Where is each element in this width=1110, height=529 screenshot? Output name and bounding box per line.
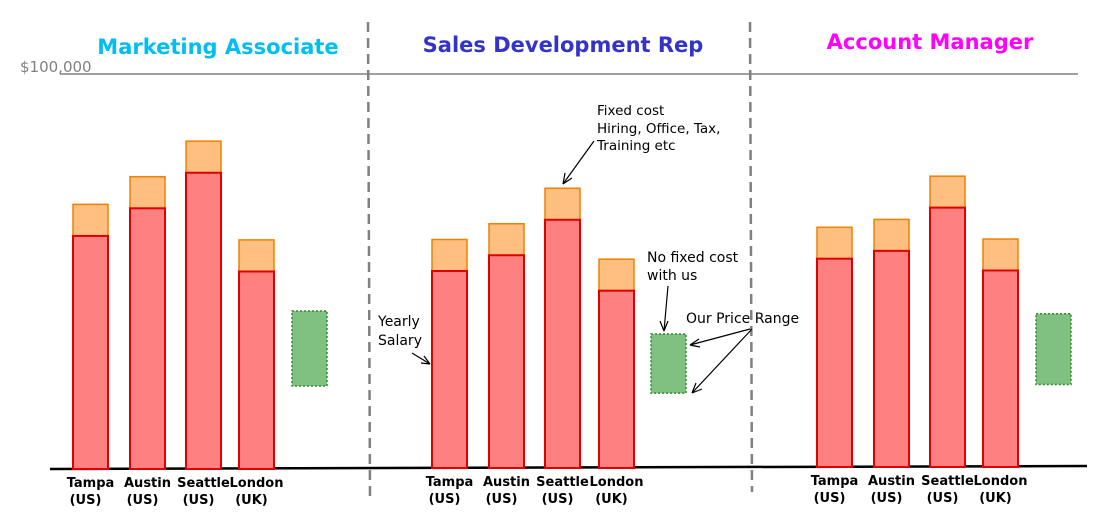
bar-salary-austin — [488, 254, 525, 469]
bar-salary-london — [598, 289, 635, 470]
bars-layer: Tampa (US) Austin (US) Seattle (US) London (UK)… — [67, 140, 1072, 508]
category-country-seattle: (US) — [927, 491, 959, 506]
category-label-seattle: Seattle — [921, 474, 974, 489]
price-range-box — [291, 310, 328, 387]
annotation-no-fixed-cost-line-1: No fixed cost — [647, 250, 739, 266]
category-label-tampa: Tampa — [67, 476, 115, 491]
bar-salary-seattle — [929, 206, 966, 468]
panel-divider — [748, 21, 754, 493]
bar-salary-seattle — [544, 218, 581, 469]
annotation-yearly-salary-line-1: Yearly — [377, 314, 420, 330]
annotation-arrow — [411, 352, 431, 365]
arrow-head — [420, 355, 431, 365]
price-range-box — [650, 333, 687, 394]
annotation-arrow — [689, 328, 751, 346]
price-range-box — [1035, 312, 1072, 386]
bar-salary-london — [982, 269, 1019, 468]
category-label-london: London — [590, 475, 644, 490]
bar-salary-london — [238, 270, 275, 470]
category-country-austin: (US) — [486, 492, 518, 507]
bar-salary-tampa — [816, 257, 853, 468]
category-country-london: (UK) — [979, 491, 1012, 506]
annotation-yearly-salary-line-2: Salary — [378, 333, 422, 349]
annotation-fixed-cost-line-2: Hiring, Office, Tax, — [597, 121, 720, 137]
category-label-austin: Austin — [483, 475, 530, 490]
reference-line-label: $100,000 — [20, 58, 92, 76]
bar-fixed-cost-london — [982, 238, 1019, 272]
bar-fixed-cost-austin — [488, 222, 525, 256]
category-label-tampa: Tampa — [811, 474, 859, 489]
bar-fixed-cost-tampa — [431, 238, 468, 272]
arrow-head — [562, 172, 573, 185]
bar-salary-austin — [129, 207, 166, 471]
category-country-tampa: (US) — [814, 491, 846, 506]
panel-title-account-manager: Account Manager — [827, 30, 1034, 54]
arrow-head — [689, 338, 701, 348]
annotation-arrow — [562, 140, 595, 185]
annotation-price-range-label: Our Price Range — [686, 311, 799, 327]
bar-salary-austin — [873, 249, 910, 468]
annotation-yearly-salary: Yearly Salary — [377, 314, 431, 365]
category-country-london: (UK) — [235, 493, 268, 508]
category-country-austin: (US) — [127, 493, 159, 508]
panel-divider — [366, 21, 372, 498]
bar-fixed-cost-seattle — [185, 140, 222, 174]
category-country-london: (UK) — [595, 492, 628, 507]
category-label-london: London — [974, 474, 1028, 489]
category-country-austin: (US) — [871, 491, 903, 506]
bar-salary-seattle — [185, 171, 222, 470]
bar-fixed-cost-seattle — [544, 187, 581, 221]
annotation-fixed-cost-line-3: Training etc — [596, 138, 676, 154]
annotation-arrow — [663, 285, 669, 332]
category-country-tampa: (US) — [70, 493, 102, 508]
category-label-seattle: Seattle — [177, 476, 230, 491]
annotation-no-fixed-cost-line-2: with us — [647, 268, 697, 284]
annotation-fixed-cost: Fixed cost Hiring, Office, Tax, Training… — [562, 103, 720, 185]
bar-fixed-cost-austin — [873, 218, 910, 252]
category-label-london: London — [230, 476, 284, 491]
category-label-tampa: Tampa — [426, 475, 474, 490]
category-country-tampa: (US) — [429, 492, 461, 507]
arrow-head — [691, 382, 703, 394]
bar-fixed-cost-tampa — [816, 226, 853, 260]
arrow-head — [659, 320, 669, 332]
bar-fixed-cost-london — [238, 239, 275, 273]
annotation-price-range: Our Price Range — [686, 311, 799, 394]
bar-salary-tampa — [431, 270, 468, 469]
annotation-no-fixed-cost: No fixed cost with us — [647, 250, 739, 332]
panel-title-sales-development-rep: Sales Development Rep — [423, 33, 704, 57]
category-country-seattle: (US) — [542, 492, 574, 507]
category-label-austin: Austin — [124, 476, 171, 491]
panel-title-marketing-associate: Marketing Associate — [97, 35, 338, 59]
annotation-arrow — [691, 328, 753, 394]
bar-fixed-cost-london — [598, 258, 635, 292]
category-label-austin: Austin — [868, 474, 915, 489]
bar-salary-tampa — [72, 234, 109, 470]
category-label-seattle: Seattle — [536, 475, 589, 490]
bar-fixed-cost-tampa — [72, 203, 109, 237]
bar-fixed-cost-seattle — [929, 175, 966, 209]
bar-fixed-cost-austin — [129, 175, 166, 210]
annotation-fixed-cost-line-1: Fixed cost — [597, 103, 664, 119]
category-country-seattle: (US) — [183, 493, 215, 508]
